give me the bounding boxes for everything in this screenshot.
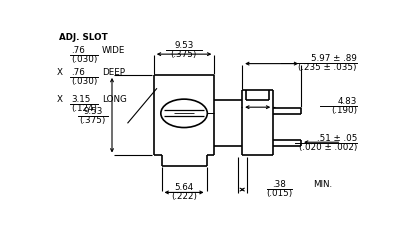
Text: .38: .38	[272, 180, 286, 189]
Text: X: X	[57, 95, 63, 104]
Text: 9.53: 9.53	[83, 107, 102, 116]
Text: .76: .76	[71, 46, 85, 55]
Text: X: X	[57, 68, 63, 77]
Text: .51 ± .05: .51 ± .05	[316, 134, 357, 143]
Text: MIN.: MIN.	[314, 180, 333, 189]
Text: .76: .76	[71, 68, 85, 77]
Text: (.030): (.030)	[71, 77, 98, 86]
Text: (.124): (.124)	[71, 104, 97, 113]
Text: WIDE: WIDE	[102, 46, 126, 55]
Text: 3.15: 3.15	[71, 95, 90, 104]
Text: (.015): (.015)	[266, 189, 292, 198]
Text: (.375): (.375)	[171, 50, 197, 59]
Text: (.020 ± .002): (.020 ± .002)	[298, 143, 357, 152]
Text: DEEP: DEEP	[102, 68, 125, 77]
Text: (.375): (.375)	[80, 116, 106, 125]
Text: ADJ. SLOT: ADJ. SLOT	[59, 33, 108, 42]
Text: 4.83: 4.83	[338, 97, 357, 106]
Text: (.030): (.030)	[71, 55, 98, 63]
Text: (.190): (.190)	[331, 106, 357, 115]
Text: 5.97 ± .89: 5.97 ± .89	[311, 54, 357, 63]
Text: (.235 ± .035): (.235 ± .035)	[298, 63, 357, 72]
Text: 5.64: 5.64	[174, 183, 194, 192]
Text: LONG: LONG	[102, 95, 127, 104]
Text: 9.53: 9.53	[174, 41, 194, 50]
Text: (.222): (.222)	[171, 192, 197, 201]
